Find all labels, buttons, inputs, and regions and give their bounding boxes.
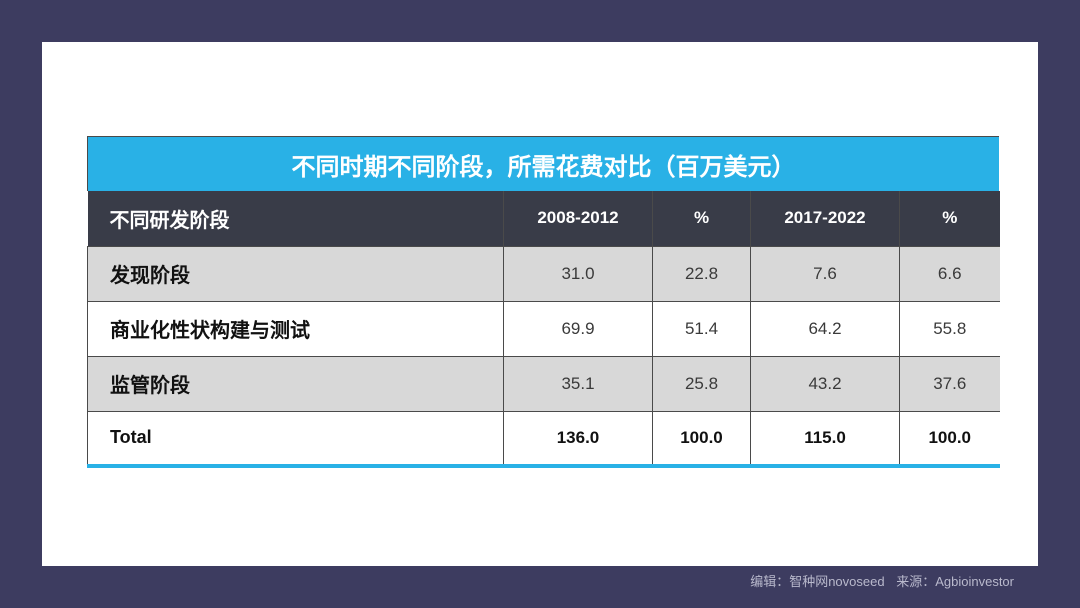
cell-2008-2012: 136.0 — [503, 411, 653, 466]
slide-panel: 不同时期不同阶段，所需花费对比（百万美元） 不同研发阶段 2008-2012 %… — [42, 42, 1038, 566]
row-label: 监管阶段 — [87, 356, 504, 411]
row-label: Total — [87, 411, 504, 466]
editor-credit: 编辑：智种网novoseed — [750, 574, 885, 589]
table-title: 不同时期不同阶段，所需花费对比（百万美元） — [87, 136, 999, 191]
table-row: 监管阶段 35.1 25.8 43.2 37.6 — [87, 356, 1000, 411]
cell-2017-2022: 43.2 — [750, 356, 900, 411]
table-row: 发现阶段 31.0 22.8 7.6 6.6 — [87, 246, 1000, 301]
cell-2008-2012: 69.9 — [503, 301, 653, 356]
cell-2017-2022: 7.6 — [750, 246, 900, 301]
header-row: 不同研发阶段 2008-2012 % 2017-2022 % — [87, 191, 1000, 246]
cell-pct-2: 37.6 — [933, 373, 967, 393]
cell-2017-2022: 115.0 — [750, 411, 900, 466]
cost-comparison-table: 不同时期不同阶段，所需花费对比（百万美元） 不同研发阶段 2008-2012 %… — [87, 136, 1000, 468]
row-label: 商业化性状构建与测试 — [87, 301, 504, 356]
cell-pct-1: 51.4 — [652, 301, 751, 356]
cell-2008-2012: 35.1 — [503, 356, 653, 411]
cell-pct-1: 25.8 — [652, 356, 751, 411]
header-stage: 不同研发阶段 — [87, 191, 504, 246]
cell-pct-1: 100.0 — [652, 411, 751, 466]
cell-2008-2012: 31.0 — [503, 246, 653, 301]
footer-credits: 编辑：智种网novoseed 来源：Agbioinvestor — [742, 571, 1014, 590]
cell-2017-2022: 64.2 — [750, 301, 900, 356]
row-label: 发现阶段 — [87, 246, 504, 301]
header-2008-2012: 2008-2012 — [503, 191, 653, 246]
table-row: 商业化性状构建与测试 69.9 51.4 64.2 55.8 — [87, 301, 1000, 356]
cell-pct-2: 6.6 — [937, 263, 962, 283]
source-credit: 来源：Agbioinvestor — [896, 574, 1014, 589]
cell-pct-2: 100.0 — [928, 427, 972, 447]
cell-pct-2: 55.8 — [933, 318, 967, 338]
cell-pct-1: 22.8 — [652, 246, 751, 301]
total-row: Total 136.0 100.0 115.0 100.0 — [87, 411, 1000, 466]
header-2017-2022: 2017-2022 — [750, 191, 900, 246]
data-table: 不同研发阶段 2008-2012 % 2017-2022 % 发现阶段 31.0… — [87, 191, 1000, 468]
header-pct-2: % — [942, 208, 958, 228]
header-pct-1: % — [652, 191, 751, 246]
